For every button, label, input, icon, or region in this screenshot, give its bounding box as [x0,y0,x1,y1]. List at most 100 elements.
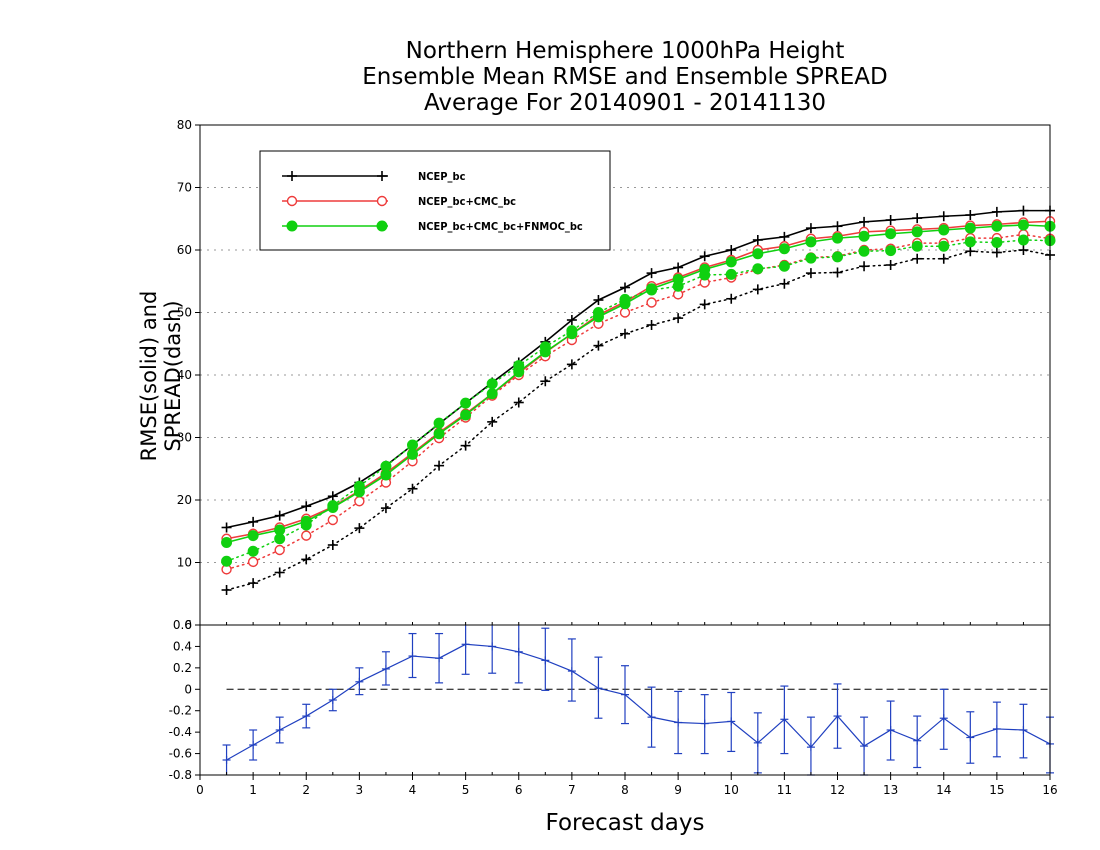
open-circle-marker [376,195,388,207]
filled-circle-marker [991,237,1003,248]
difference-line [226,643,1051,761]
open-circle-marker [301,530,312,541]
plus-marker [726,293,737,304]
x-tick-label: 2 [302,783,310,797]
plus-marker [779,231,790,242]
filled-circle-marker [486,378,498,390]
plus-marker [354,523,365,534]
filled-circle-marker [938,240,950,252]
filled-circle-marker [991,220,1003,232]
plus-marker [540,376,551,387]
plus-marker [859,261,870,272]
plus-marker [593,295,604,305]
plus-marker [805,223,816,234]
y-tick-label: -0.8 [169,768,192,782]
filled-circle-marker [885,245,897,257]
plus-marker [673,262,684,273]
filled-circle-marker [778,260,790,272]
filled-circle-marker [619,293,631,305]
plus-marker [965,246,976,257]
filled-circle-marker [858,230,870,242]
filled-circle-marker [407,439,418,451]
filled-circle-marker [433,428,445,440]
y-tick-label: 70 [177,181,192,195]
plus-marker [380,503,391,514]
y-tick-label: -0.2 [169,704,192,718]
filled-circle-marker [885,228,897,240]
plus-marker [938,253,949,264]
plus-marker [965,210,976,220]
plus-marker [274,567,285,578]
plus-marker [779,278,790,289]
plus-marker [434,460,445,471]
plus-marker [673,313,684,324]
open-circle-marker [354,496,365,507]
plus-marker [566,359,577,370]
y-tick-label: 20 [177,493,192,507]
plus-marker [912,253,923,264]
plus-marker [407,483,418,494]
ncep-rmse-line [226,209,1050,529]
filled-circle-marker [752,263,764,275]
x-tick-label: 13 [883,783,898,797]
filled-circle-marker [274,533,286,545]
series-ncep-cmc-fnmoc [221,219,1056,567]
x-tick-label: 16 [1042,783,1057,797]
series-difference [222,625,1054,776]
x-tick-label: 11 [777,783,792,797]
open-circle-marker [646,297,657,308]
x-tick-label: 12 [830,783,845,797]
plus-marker [566,315,577,325]
filled-circle-marker [752,248,764,260]
filled-circle-marker [460,409,472,421]
filled-circle-marker [327,500,339,512]
series-ncep-cmc [221,216,1056,575]
filled-circle-marker [646,284,658,296]
legend-label: NCEP_bc [418,170,466,183]
y-tick-label: 80 [177,118,192,132]
y-tick-label: 0.6 [173,618,192,632]
plus-marker [327,540,338,550]
filled-circle-marker [221,537,233,548]
chart-title-line1: Northern Hemisphere 1000hPa Height [405,38,845,64]
filled-circle-marker [380,460,392,472]
open-circle-marker [274,544,285,556]
y-tick-label: 0 [184,618,192,632]
plus-marker [991,247,1002,258]
filled-circle-marker [964,236,976,248]
x-tick-label: 6 [515,783,523,797]
plus-marker [221,522,232,533]
plus-marker [832,267,843,278]
x-tick-label: 14 [936,783,951,797]
plus-marker [274,510,285,521]
filled-circle-marker [805,236,817,248]
filled-circle-marker [725,256,737,268]
plus-marker [726,245,737,255]
plus-marker [938,211,949,222]
x-tick-label: 0 [196,783,204,797]
y-tick-label: 40 [177,368,192,382]
filled-circle-marker [699,269,711,281]
x-tick-label: 7 [568,783,576,797]
filled-circle-marker [832,232,843,244]
filled-circle-marker [407,448,418,460]
plus-marker [620,282,630,293]
open-circle-marker [327,514,339,526]
filled-circle-marker [805,252,817,264]
plus-marker [752,284,763,295]
filled-circle-marker [247,530,259,542]
x-tick-label: 10 [724,783,739,797]
plus-marker [912,213,923,224]
open-circle-marker [286,195,298,207]
filled-circle-marker [513,360,525,372]
y-tick-label: 0.4 [173,639,192,653]
plus-marker [885,215,896,225]
plus-marker [221,585,232,595]
filled-circle-marker [486,388,498,400]
legend-label: NCEP_bc+CMC_bc [418,195,516,208]
plus-marker [287,171,297,181]
plus-marker [1018,245,1029,255]
plus-marker [593,340,604,351]
x-tick-label: 9 [674,783,682,797]
